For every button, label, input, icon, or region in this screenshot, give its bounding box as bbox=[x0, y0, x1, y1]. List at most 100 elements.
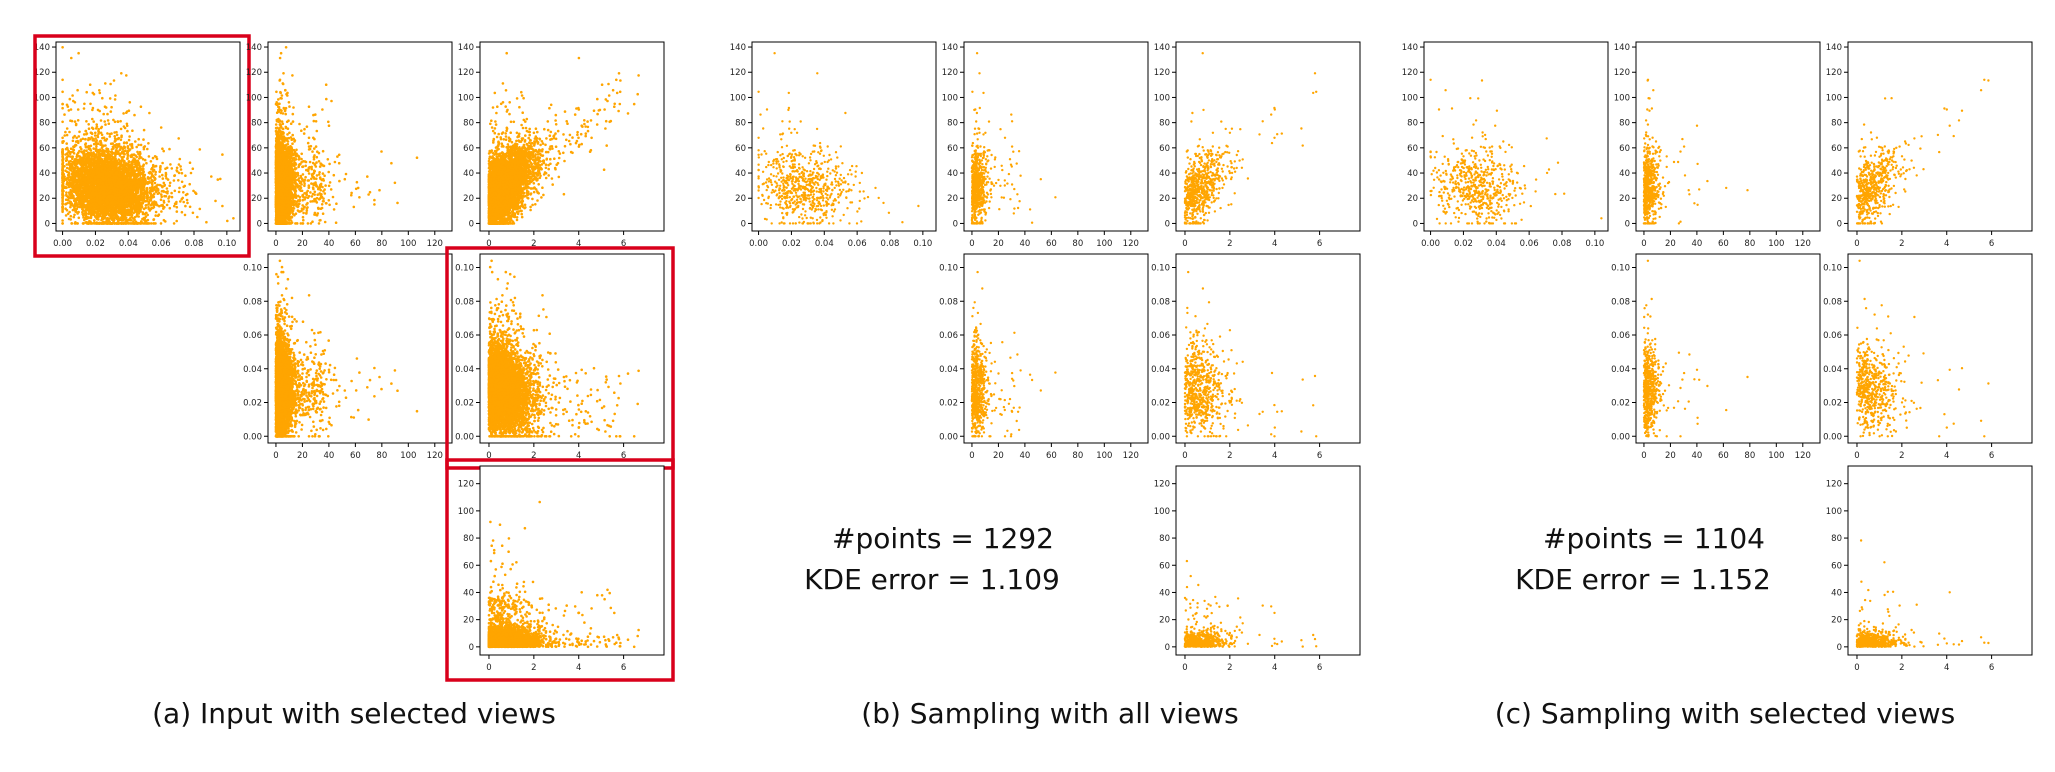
data-point bbox=[71, 157, 74, 160]
data-point bbox=[114, 159, 118, 163]
data-point bbox=[61, 120, 64, 124]
data-point bbox=[103, 105, 107, 108]
data-point bbox=[131, 129, 134, 132]
data-point bbox=[71, 176, 74, 179]
data-point bbox=[96, 142, 100, 145]
data-point bbox=[139, 201, 143, 205]
data-point bbox=[113, 135, 116, 138]
data-point bbox=[104, 213, 107, 216]
data-point bbox=[104, 82, 107, 85]
data-point bbox=[92, 151, 95, 154]
data-point bbox=[188, 205, 192, 209]
data-point bbox=[67, 195, 70, 199]
data-point bbox=[120, 219, 124, 222]
data-point bbox=[100, 188, 103, 192]
data-point bbox=[85, 195, 89, 198]
data-point bbox=[156, 188, 159, 192]
data-point bbox=[64, 198, 68, 201]
data-point bbox=[185, 198, 189, 202]
data-point bbox=[158, 170, 161, 173]
data-point bbox=[184, 174, 187, 177]
data-point bbox=[109, 209, 112, 212]
data-point bbox=[135, 145, 138, 149]
data-point bbox=[110, 105, 113, 109]
data-point bbox=[108, 222, 112, 225]
data-point bbox=[77, 210, 80, 214]
data-point bbox=[75, 175, 79, 178]
data-point bbox=[127, 138, 131, 142]
data-point bbox=[135, 207, 138, 210]
data-point bbox=[65, 133, 69, 137]
data-point bbox=[68, 97, 72, 101]
data-point bbox=[148, 111, 151, 115]
data-point bbox=[126, 129, 129, 133]
data-point bbox=[115, 133, 119, 137]
data-point bbox=[82, 222, 85, 225]
data-point bbox=[106, 112, 109, 116]
data-point bbox=[113, 193, 117, 196]
data-point bbox=[135, 191, 139, 194]
data-point bbox=[120, 212, 123, 215]
data-point bbox=[132, 211, 136, 215]
data-point bbox=[61, 222, 64, 225]
data-point bbox=[170, 191, 173, 195]
data-point bbox=[159, 126, 163, 129]
data-point bbox=[69, 194, 73, 198]
data-point bbox=[118, 204, 121, 207]
data-point bbox=[137, 170, 140, 173]
data-point bbox=[115, 175, 118, 179]
data-point bbox=[61, 196, 64, 199]
data-point bbox=[61, 102, 64, 106]
data-point bbox=[71, 94, 74, 97]
data-point bbox=[145, 197, 149, 200]
data-point bbox=[181, 196, 184, 200]
data-point bbox=[91, 167, 95, 171]
data-point bbox=[122, 207, 126, 210]
data-point bbox=[154, 222, 157, 225]
data-point bbox=[61, 175, 64, 178]
data-point bbox=[114, 209, 118, 212]
data-point bbox=[62, 184, 65, 187]
data-point bbox=[61, 90, 64, 94]
data-point bbox=[145, 161, 148, 165]
data-point bbox=[221, 204, 224, 208]
data-point bbox=[130, 208, 134, 212]
data-point bbox=[88, 187, 92, 191]
data-point bbox=[165, 203, 169, 207]
data-point bbox=[161, 173, 164, 177]
data-point bbox=[82, 164, 85, 168]
data-point bbox=[120, 216, 124, 220]
data-point bbox=[156, 214, 160, 217]
data-point bbox=[221, 153, 224, 156]
data-point bbox=[198, 207, 202, 211]
data-point bbox=[66, 201, 69, 205]
data-point bbox=[173, 174, 177, 177]
data-point bbox=[71, 167, 75, 171]
data-point bbox=[154, 170, 157, 174]
data-point bbox=[120, 72, 123, 75]
data-point bbox=[63, 134, 66, 137]
data-point bbox=[109, 82, 112, 86]
data-point bbox=[142, 138, 145, 141]
data-point bbox=[119, 147, 122, 150]
data-point bbox=[107, 122, 111, 125]
data-point bbox=[151, 170, 155, 173]
data-point bbox=[137, 152, 140, 156]
data-point bbox=[104, 144, 107, 147]
data-point bbox=[133, 113, 136, 117]
data-point bbox=[72, 99, 75, 103]
data-point bbox=[214, 199, 217, 203]
data-point bbox=[65, 127, 69, 130]
data-point bbox=[146, 192, 149, 196]
data-point bbox=[161, 177, 165, 180]
data-point bbox=[93, 199, 96, 202]
data-point bbox=[73, 144, 77, 148]
data-point bbox=[120, 185, 123, 188]
data-point bbox=[67, 161, 71, 165]
data-point bbox=[164, 190, 168, 194]
data-point bbox=[143, 181, 147, 184]
data-point bbox=[147, 155, 151, 158]
data-point bbox=[89, 164, 93, 167]
data-point bbox=[151, 174, 155, 178]
